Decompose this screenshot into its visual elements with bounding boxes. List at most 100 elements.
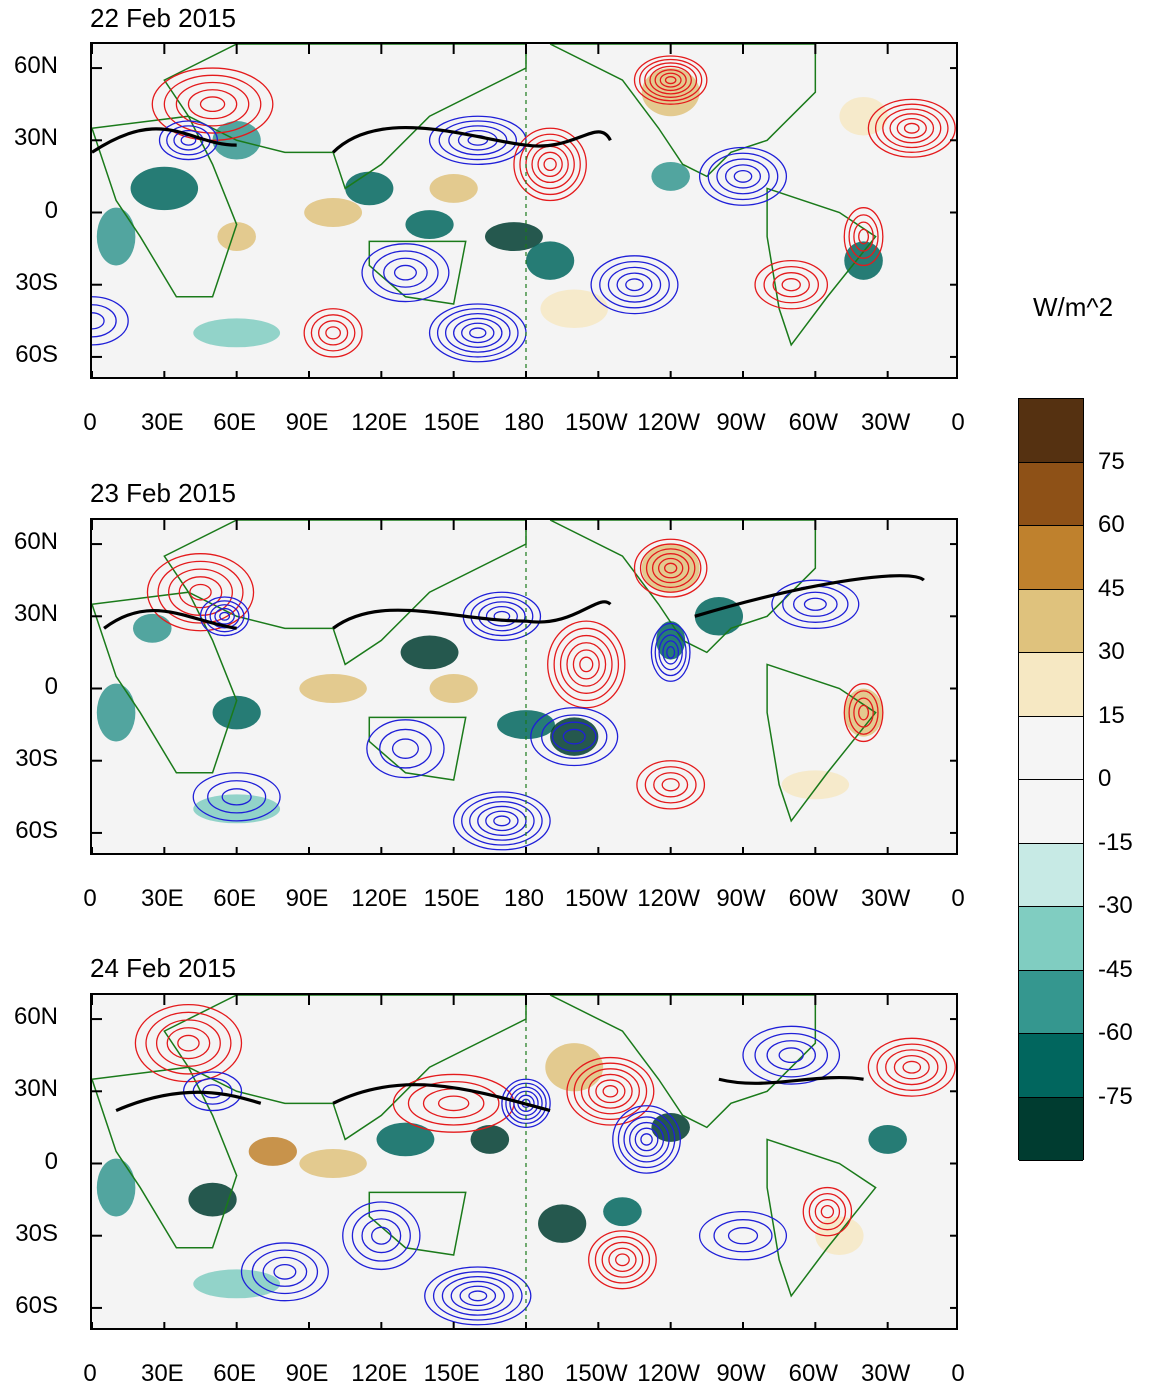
positive-contour bbox=[876, 1043, 948, 1091]
lat-tick-label: 60N bbox=[13, 528, 58, 556]
flux-anomaly-shade bbox=[248, 1137, 297, 1166]
colorbar-label: -75 bbox=[1098, 1082, 1133, 1110]
coastline bbox=[766, 187, 877, 347]
negative-contour bbox=[209, 604, 240, 629]
colorbar-segment bbox=[1019, 399, 1083, 463]
coastline bbox=[549, 520, 817, 654]
negative-contour bbox=[438, 120, 518, 161]
positive-contour bbox=[867, 98, 956, 158]
positive-contour bbox=[602, 1085, 619, 1098]
map-1 bbox=[90, 42, 958, 379]
lon-tick-label: 120E bbox=[351, 1360, 408, 1387]
flux-anomaly-shade bbox=[844, 688, 883, 737]
flux-anomaly-shade bbox=[844, 241, 883, 280]
colorbar-segment bbox=[1019, 526, 1083, 590]
lon-tick-label: 60W bbox=[788, 885, 838, 912]
flux-anomaly-shade bbox=[815, 1216, 864, 1255]
positive-contour bbox=[843, 683, 884, 743]
negative-contour bbox=[477, 805, 527, 836]
lat-tick-label: 30S bbox=[15, 1219, 58, 1247]
positive-contour bbox=[858, 704, 870, 721]
colorbar-segment bbox=[1019, 843, 1083, 907]
colorbar-label: -15 bbox=[1098, 828, 1133, 856]
lon-tick-label: 60W bbox=[788, 409, 838, 436]
negative-contour bbox=[441, 1275, 514, 1316]
negative-contour bbox=[485, 606, 518, 627]
flux-anomaly-shade bbox=[485, 222, 543, 252]
positive-contour bbox=[649, 65, 692, 95]
colorbar-segment bbox=[1019, 907, 1083, 971]
positive-contour bbox=[175, 81, 250, 127]
positive-contour bbox=[325, 326, 341, 340]
coastline bbox=[163, 520, 527, 666]
lon-tick-label: 180 bbox=[503, 885, 545, 912]
positive-contour bbox=[177, 1034, 200, 1052]
lon-tick-label: 0 bbox=[83, 1360, 97, 1387]
positive-contour bbox=[537, 151, 563, 178]
lon-tick-label: 180 bbox=[503, 409, 545, 436]
positive-contour bbox=[615, 1253, 630, 1267]
positive-contour bbox=[754, 259, 829, 310]
lon-tick-label: 60E bbox=[213, 1360, 256, 1387]
positive-contour bbox=[588, 1073, 633, 1109]
flux-anomaly-shade bbox=[193, 1269, 281, 1299]
negative-contour bbox=[803, 597, 827, 611]
negative-contour bbox=[792, 591, 838, 617]
lat-tick-label: 60S bbox=[15, 816, 58, 844]
positive-contour bbox=[145, 1011, 232, 1075]
positive-contour bbox=[885, 1049, 939, 1086]
positive-contour bbox=[882, 108, 942, 149]
flux-anomaly-shade bbox=[781, 770, 850, 800]
positive-contour bbox=[310, 314, 356, 352]
negative-contour bbox=[551, 721, 597, 752]
panel-title-2: 23 Feb 2015 bbox=[90, 478, 237, 508]
positive-contour bbox=[134, 1003, 243, 1083]
positive-contour bbox=[566, 642, 607, 687]
flux-anomaly-shade bbox=[405, 210, 454, 239]
negative-contour bbox=[453, 317, 503, 348]
positive-contour bbox=[858, 228, 870, 245]
colorbar-segment bbox=[1019, 716, 1083, 780]
negative-contour bbox=[666, 645, 676, 659]
positive-contour bbox=[808, 1192, 847, 1231]
flux-anomaly-shade bbox=[526, 241, 575, 280]
colorbar-label: -45 bbox=[1098, 955, 1133, 983]
positive-contour bbox=[594, 1236, 651, 1284]
negative-contour bbox=[509, 1086, 543, 1121]
negative-contour bbox=[221, 788, 252, 806]
positive-contour bbox=[657, 557, 684, 579]
positive-contour bbox=[636, 760, 706, 810]
negative-contour bbox=[424, 1266, 532, 1326]
negative-contour bbox=[607, 266, 662, 303]
colorbar-label: -60 bbox=[1098, 1019, 1133, 1046]
positive-contour bbox=[601, 1241, 644, 1278]
positive-contour bbox=[781, 278, 801, 292]
positive-contour bbox=[633, 538, 708, 598]
flux-anomaly-shade bbox=[400, 635, 459, 670]
negative-contour bbox=[372, 250, 439, 295]
jet-contour bbox=[694, 574, 925, 618]
flux-anomaly-shade bbox=[550, 717, 599, 756]
negative-contour bbox=[192, 772, 281, 822]
negative-contour bbox=[724, 164, 762, 189]
colorbar-segment bbox=[1019, 970, 1083, 1034]
positive-contour bbox=[661, 778, 680, 792]
flux-anomaly-shade bbox=[299, 674, 367, 703]
positive-contour bbox=[820, 1204, 835, 1219]
lat-tick-label: 0 bbox=[44, 672, 58, 700]
coastline bbox=[368, 240, 467, 305]
positive-contour bbox=[572, 649, 600, 680]
positive-contour bbox=[166, 1027, 211, 1060]
colorbar-segment bbox=[1019, 1034, 1083, 1098]
jet-contour bbox=[103, 608, 237, 630]
flux-anomaly-shade bbox=[132, 613, 172, 643]
negative-contour bbox=[634, 1127, 659, 1152]
negative-contour bbox=[444, 312, 511, 353]
colorbar-label: 30 bbox=[1098, 638, 1125, 665]
positive-contour bbox=[843, 207, 884, 267]
panel-title-1: 22 Feb 2015 bbox=[90, 3, 237, 33]
negative-contour bbox=[485, 810, 519, 832]
flux-anomaly-shade bbox=[429, 674, 478, 703]
negative-contour bbox=[654, 628, 687, 677]
negative-contour bbox=[530, 707, 619, 767]
